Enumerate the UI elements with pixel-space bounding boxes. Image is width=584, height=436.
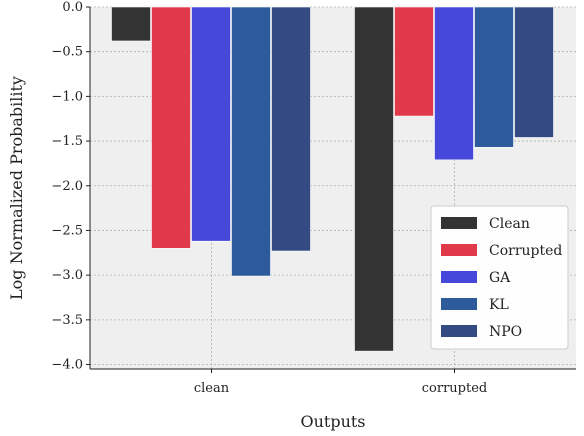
x-tick-label: corrupted <box>422 381 487 396</box>
bar-corrupted-corrupted <box>394 6 434 117</box>
bar-npo-clean <box>271 6 311 252</box>
bar-kl-clean <box>231 6 271 277</box>
legend-label: NPO <box>489 324 522 340</box>
legend-label: Clean <box>489 216 530 232</box>
legend-swatch <box>441 298 477 310</box>
legend-swatch <box>441 217 477 229</box>
bar-ga-corrupted <box>434 6 474 161</box>
y-tick-label: −2.0 <box>51 179 83 194</box>
legend: Clean Corrupted GA KL NPO <box>430 205 569 350</box>
x-axis-ticks: clean corrupted <box>194 369 487 396</box>
y-tick-label: −2.5 <box>51 223 83 238</box>
legend-label: KL <box>489 297 509 313</box>
bars <box>111 6 554 352</box>
bar-corrupted-clean <box>151 6 191 249</box>
legend-swatch <box>441 271 477 283</box>
y-tick-label: −1.5 <box>51 134 83 149</box>
y-axis-title: Log Normalized Probability <box>7 76 26 300</box>
y-tick-label: −3.5 <box>51 313 83 328</box>
legend-label: GA <box>489 270 511 286</box>
legend-label: Corrupted <box>489 243 562 259</box>
bar-clean-clean <box>111 6 151 42</box>
y-tick-label: −3.0 <box>51 268 83 283</box>
bar-npo-corrupted <box>514 6 554 138</box>
y-tick-label: −0.5 <box>51 45 83 60</box>
legend-box <box>430 205 569 350</box>
bar-ga-clean <box>191 6 231 242</box>
y-tick-label: −1.0 <box>51 89 83 104</box>
x-axis-title: Outputs <box>300 412 365 431</box>
legend-swatch <box>441 325 477 337</box>
x-tick-label: clean <box>194 381 230 396</box>
legend-swatch <box>441 244 477 256</box>
y-tick-label: 0.0 <box>62 0 83 15</box>
bar-clean-corrupted <box>354 6 394 352</box>
bar-kl-corrupted <box>474 6 514 148</box>
axes <box>89 7 576 370</box>
y-axis-ticks: 0.0 −0.5 −1.0 −1.5 −2.0 −2.5 −3.0 −3.5 −4.0 <box>51 0 90 373</box>
y-tick-label: −4.0 <box>51 358 83 373</box>
